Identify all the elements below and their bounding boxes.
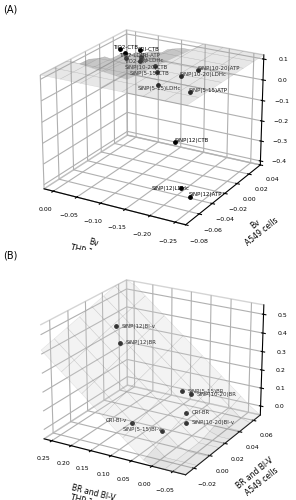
- Y-axis label: Bv
A549 cells: Bv A549 cells: [237, 208, 280, 248]
- X-axis label: BR and BI-V
THP-1 cells: BR and BI-V THP-1 cells: [68, 483, 116, 500]
- Y-axis label: BR and BI-V
A549 cells: BR and BI-V A549 cells: [235, 456, 282, 499]
- Text: (B): (B): [3, 250, 17, 260]
- X-axis label: Bv
THP-1 cells: Bv THP-1 cells: [70, 234, 115, 262]
- Text: (A): (A): [3, 5, 17, 15]
